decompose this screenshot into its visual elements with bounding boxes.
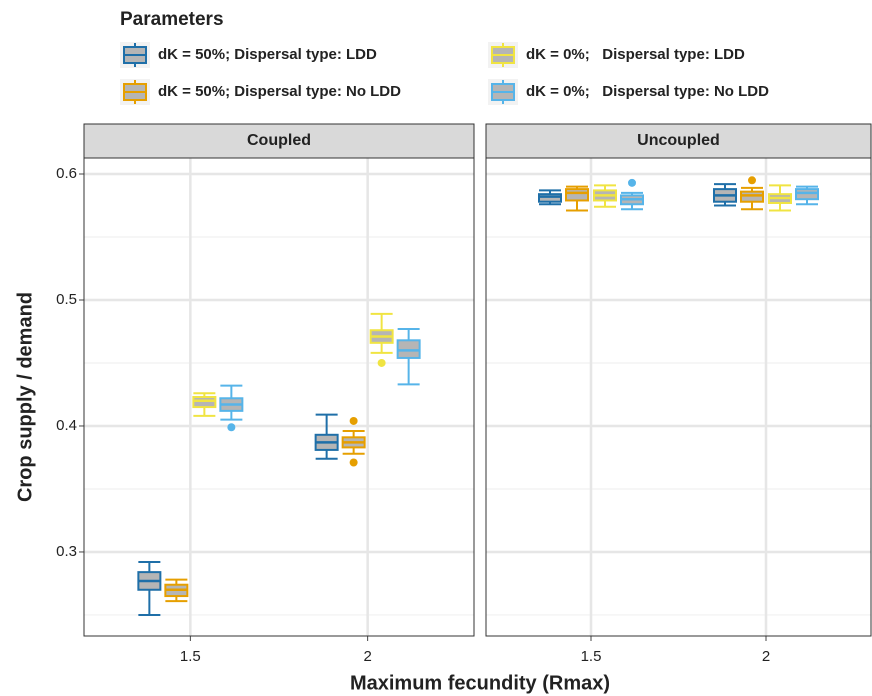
panel bbox=[486, 158, 871, 636]
box bbox=[192, 396, 217, 409]
legend-label: dK = 0%; Dispersal type: No LDD bbox=[526, 83, 769, 100]
strip-title: Coupled bbox=[247, 132, 311, 149]
outlier bbox=[349, 458, 358, 467]
y-axis-label: Crop supply / demand bbox=[14, 292, 36, 502]
x-tick-label: 2 bbox=[363, 648, 371, 665]
legend-title: Parameters bbox=[120, 9, 224, 30]
box bbox=[740, 190, 764, 203]
panel-border bbox=[485, 157, 872, 637]
legend-label: dK = 0%; Dispersal type: LDD bbox=[526, 46, 745, 63]
outlier bbox=[748, 176, 756, 185]
y-tick-label: 0.3 bbox=[56, 543, 77, 560]
legend-label: dK = 50%; Dispersal type: No LDD bbox=[158, 83, 401, 100]
box bbox=[795, 188, 819, 201]
x-axis-label: Maximum fecundity (Rmax) bbox=[350, 672, 610, 694]
box bbox=[565, 188, 589, 202]
x-tick-label: 1.5 bbox=[581, 648, 602, 665]
outlier bbox=[227, 423, 236, 432]
legend-label: dK = 50%; Dispersal type: LDD bbox=[158, 46, 377, 63]
y-tick-label: 0.5 bbox=[56, 291, 77, 308]
box bbox=[538, 193, 562, 203]
outlier bbox=[628, 178, 636, 187]
outlier bbox=[377, 358, 386, 367]
y-tick-label: 0.6 bbox=[56, 165, 77, 182]
box bbox=[396, 339, 421, 359]
panel-border bbox=[83, 157, 475, 637]
panel bbox=[84, 158, 474, 636]
strip bbox=[83, 123, 475, 159]
strip-title: Uncoupled bbox=[637, 132, 720, 149]
y-tick-label: 0.4 bbox=[56, 417, 77, 434]
x-tick-label: 1.5 bbox=[180, 648, 201, 665]
x-tick-label: 2 bbox=[762, 648, 770, 665]
outlier bbox=[349, 416, 358, 425]
